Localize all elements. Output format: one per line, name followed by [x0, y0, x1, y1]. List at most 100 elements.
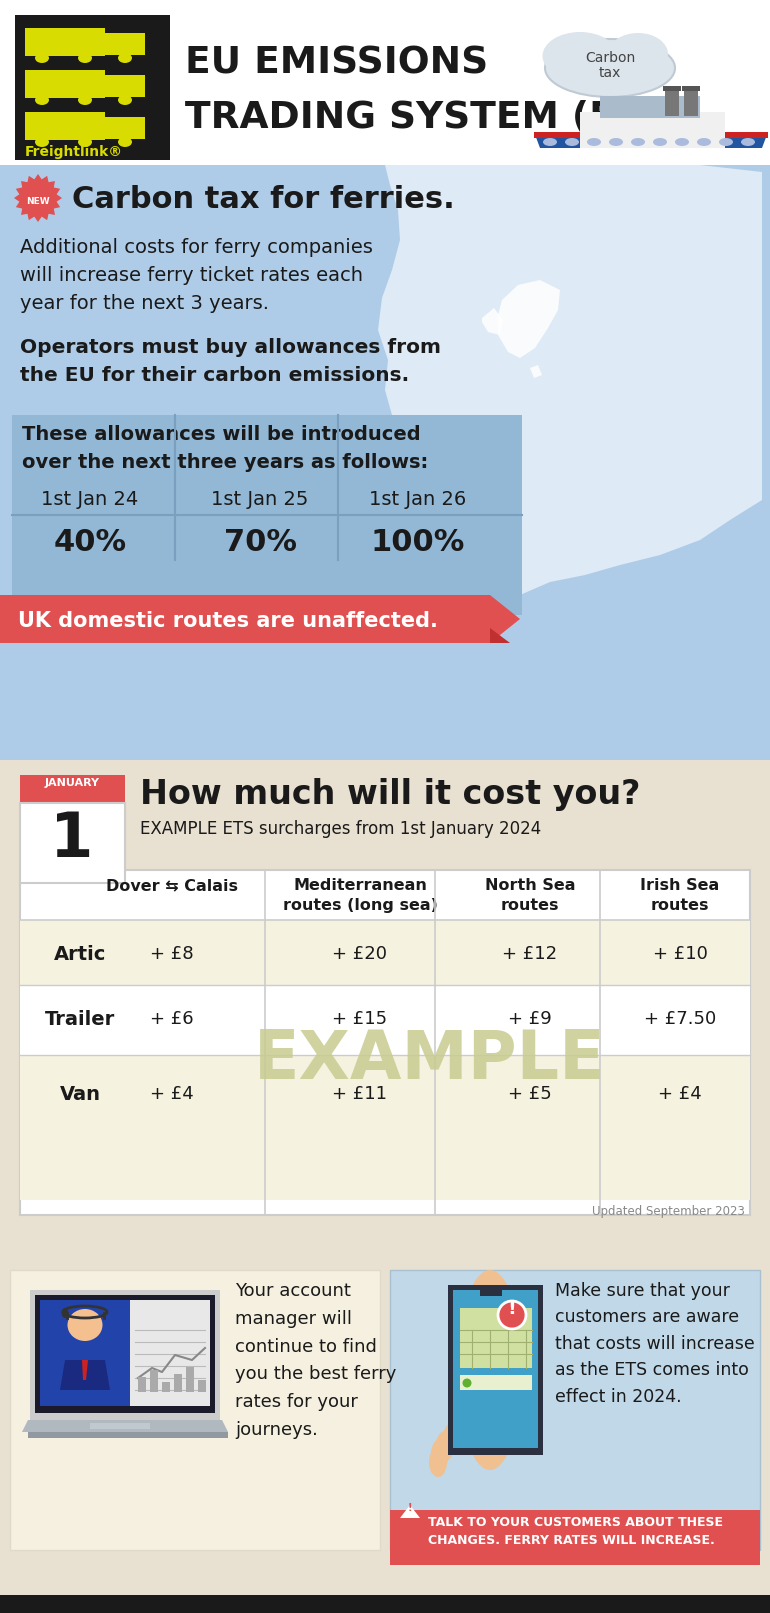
Text: Trailer: Trailer	[45, 1010, 116, 1029]
Text: !: !	[408, 1503, 412, 1513]
Ellipse shape	[78, 137, 92, 147]
Bar	[10, 1269, 380, 1550]
Text: + £4: + £4	[658, 1086, 702, 1103]
Bar	[663, 85, 681, 90]
Bar	[682, 85, 700, 90]
Text: Operators must buy allowances from
the EU for their carbon emissions.: Operators must buy allowances from the E…	[20, 339, 441, 386]
Text: JANUARY: JANUARY	[45, 777, 99, 789]
Bar	[20, 774, 125, 803]
Bar	[20, 869, 750, 1215]
Text: These allowances will be introduced
over the next three years as follows:: These allowances will be introduced over…	[22, 424, 428, 473]
Bar	[25, 69, 105, 98]
Polygon shape	[530, 365, 542, 377]
Text: + £12: + £12	[503, 945, 557, 963]
Bar	[25, 111, 105, 140]
Ellipse shape	[565, 139, 579, 147]
Text: EU EMISSIONS: EU EMISSIONS	[185, 45, 488, 81]
Text: Your account
manager will
continue to find
you the best ferry
rates for your
jou: Your account manager will continue to fi…	[235, 1282, 397, 1439]
Ellipse shape	[62, 1308, 69, 1318]
Text: + £10: + £10	[652, 945, 708, 963]
Text: EXAMPLE ETS surcharges from 1st January 2024: EXAMPLE ETS surcharges from 1st January …	[140, 819, 541, 839]
Text: Additional costs for ferry companies
will increase ferry ticket rates each
year : Additional costs for ferry companies wil…	[20, 239, 373, 313]
Bar	[0, 0, 770, 165]
Ellipse shape	[609, 139, 623, 147]
Bar	[390, 1510, 760, 1565]
Text: Freightlink®: Freightlink®	[25, 145, 123, 160]
Text: TALK TO YOUR CUSTOMERS ABOUT THESE: TALK TO YOUR CUSTOMERS ABOUT THESE	[428, 1516, 723, 1529]
Ellipse shape	[118, 53, 132, 63]
Bar	[90, 1423, 150, 1429]
Text: NEW: NEW	[26, 197, 50, 206]
Bar	[25, 27, 105, 56]
Ellipse shape	[457, 1269, 523, 1469]
Ellipse shape	[451, 1415, 469, 1445]
Bar	[460, 1374, 532, 1390]
Bar	[0, 165, 770, 760]
Polygon shape	[22, 1419, 228, 1432]
Ellipse shape	[587, 139, 601, 147]
Bar	[580, 111, 725, 148]
Bar	[20, 1124, 750, 1200]
Ellipse shape	[498, 1302, 526, 1329]
Polygon shape	[534, 132, 768, 148]
Ellipse shape	[463, 1379, 471, 1387]
Polygon shape	[378, 155, 762, 631]
Ellipse shape	[653, 139, 667, 147]
Bar	[600, 97, 700, 118]
Text: Make sure that your
customers are aware
that costs will increase
as the ETS come: Make sure that your customers are aware …	[555, 1282, 755, 1405]
Bar	[40, 1300, 130, 1407]
Ellipse shape	[118, 95, 132, 105]
Ellipse shape	[429, 1447, 447, 1478]
Text: 1st Jan 24: 1st Jan 24	[42, 490, 139, 510]
Bar	[130, 1300, 210, 1407]
Ellipse shape	[443, 1423, 461, 1453]
Text: Artic: Artic	[54, 945, 106, 965]
Ellipse shape	[545, 39, 675, 97]
Text: CHANGES. FERRY RATES WILL INCREASE.: CHANGES. FERRY RATES WILL INCREASE.	[428, 1534, 715, 1547]
Text: 100%: 100%	[371, 527, 465, 556]
Ellipse shape	[543, 139, 557, 147]
Bar	[0, 1260, 770, 1613]
Text: Updated September 2023: Updated September 2023	[592, 1205, 745, 1218]
Text: Van: Van	[59, 1086, 101, 1103]
Bar	[138, 1378, 146, 1392]
Bar	[186, 1366, 194, 1392]
Ellipse shape	[719, 139, 733, 147]
Ellipse shape	[431, 1439, 449, 1469]
Ellipse shape	[78, 95, 92, 105]
Text: North Sea
routes: North Sea routes	[485, 877, 575, 913]
Text: Dover ⇆ Calais: Dover ⇆ Calais	[106, 877, 238, 894]
Bar	[20, 803, 125, 882]
Text: 1st Jan 26: 1st Jan 26	[370, 490, 467, 510]
Ellipse shape	[118, 137, 132, 147]
Bar	[665, 89, 679, 116]
Bar	[20, 1055, 750, 1124]
Ellipse shape	[697, 139, 711, 147]
Bar	[35, 1295, 215, 1413]
Text: + £7.50: + £7.50	[644, 1010, 716, 1027]
Bar	[174, 1374, 182, 1392]
Ellipse shape	[68, 1310, 102, 1340]
Bar	[0, 760, 770, 1260]
Bar	[20, 919, 750, 986]
Polygon shape	[482, 308, 503, 336]
Bar	[20, 986, 750, 1055]
Bar	[0, 595, 490, 644]
Text: 1: 1	[50, 810, 94, 869]
Bar	[12, 415, 522, 615]
Ellipse shape	[35, 95, 49, 105]
Polygon shape	[60, 1360, 110, 1390]
Text: + £11: + £11	[333, 1086, 387, 1103]
Bar	[150, 1369, 158, 1392]
Polygon shape	[14, 174, 62, 223]
Text: UK domestic routes are unaffected.: UK domestic routes are unaffected.	[18, 611, 438, 631]
Text: + £9: + £9	[508, 1010, 552, 1027]
Bar	[684, 89, 698, 116]
Bar	[480, 1290, 502, 1295]
Text: 70%: 70%	[223, 527, 296, 556]
Bar	[448, 1286, 543, 1455]
Bar	[105, 32, 145, 55]
Text: Carbon: Carbon	[585, 52, 635, 65]
Bar	[105, 118, 145, 139]
Bar	[15, 15, 170, 160]
